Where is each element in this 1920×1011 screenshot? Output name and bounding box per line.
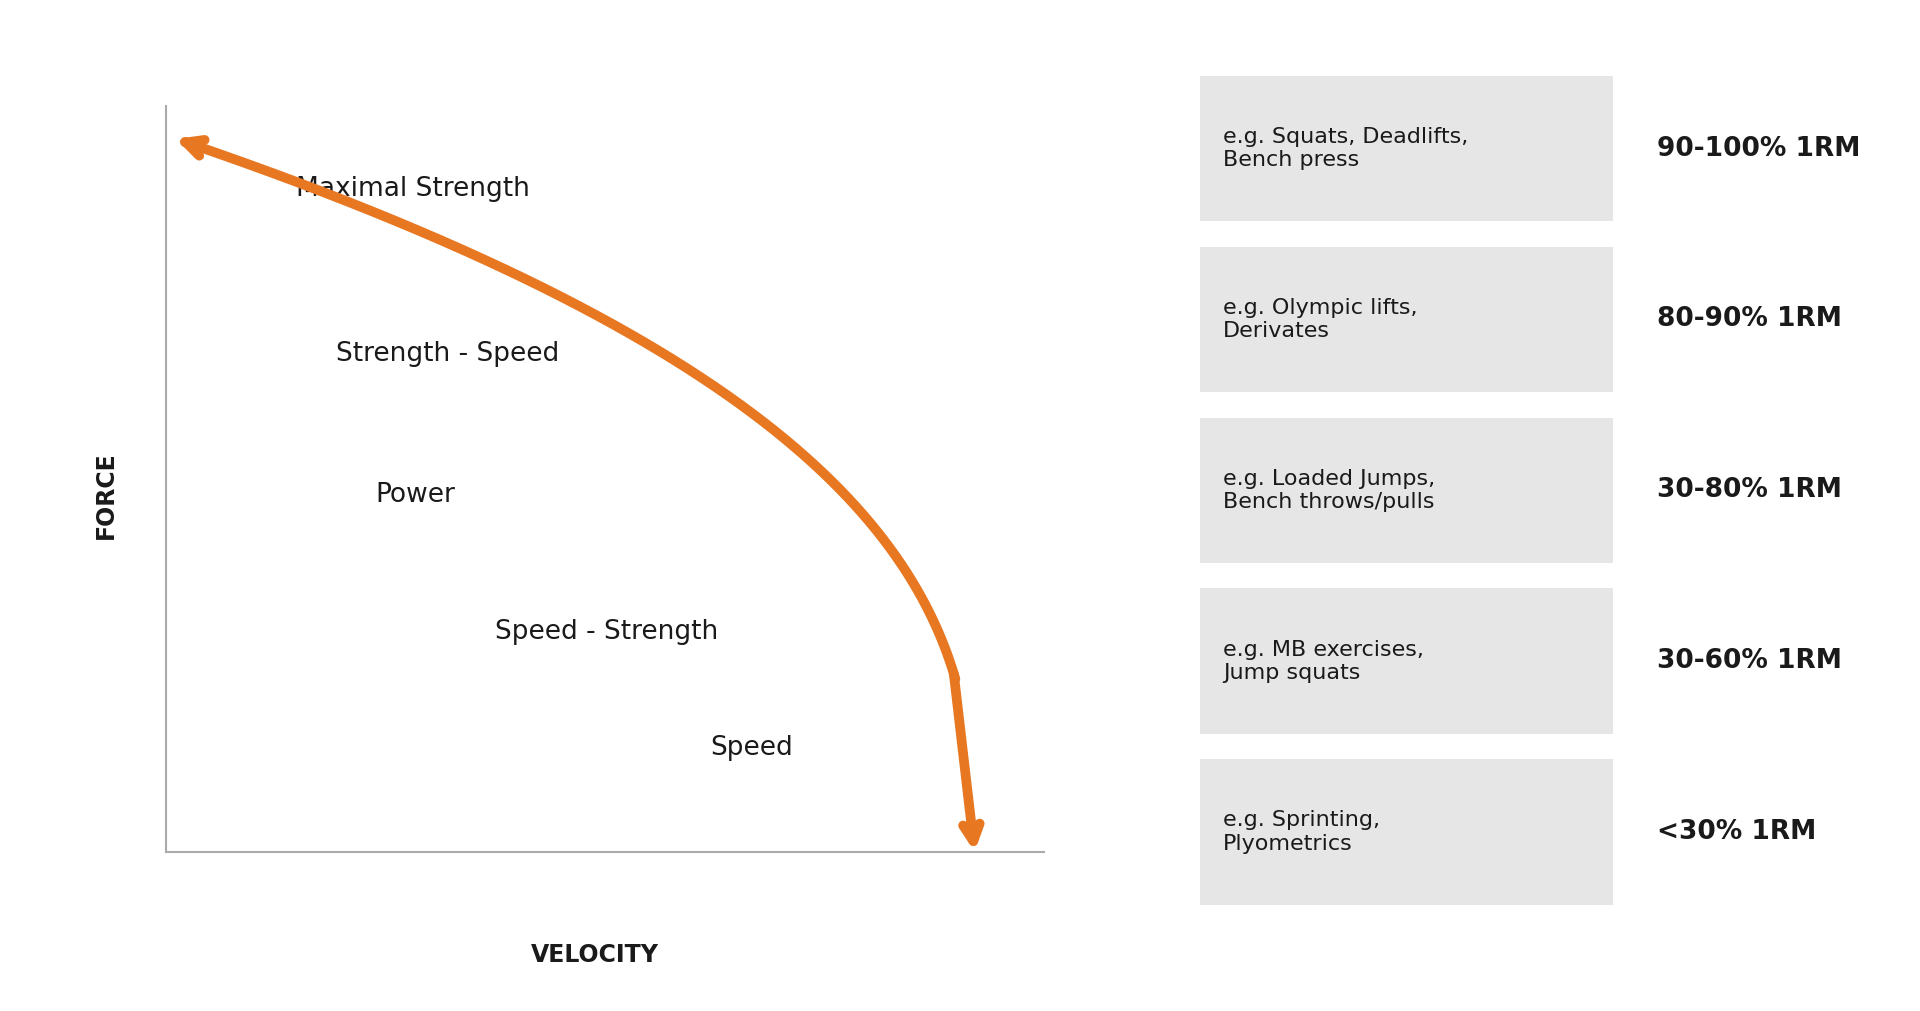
Text: e.g. Sprinting,
Plyometrics: e.g. Sprinting, Plyometrics xyxy=(1223,811,1380,853)
Text: Power: Power xyxy=(376,482,455,509)
Text: Speed: Speed xyxy=(710,735,793,761)
Text: 80-90% 1RM: 80-90% 1RM xyxy=(1657,306,1841,333)
Text: VELOCITY: VELOCITY xyxy=(532,943,659,968)
Text: 90-100% 1RM: 90-100% 1RM xyxy=(1657,135,1860,162)
Text: Maximal Strength: Maximal Strength xyxy=(296,176,530,201)
Text: Speed - Strength: Speed - Strength xyxy=(495,619,718,645)
Text: e.g. Loaded Jumps,
Bench throws/pulls: e.g. Loaded Jumps, Bench throws/pulls xyxy=(1223,469,1434,512)
Text: Strength - Speed: Strength - Speed xyxy=(336,342,559,367)
Text: 30-60% 1RM: 30-60% 1RM xyxy=(1657,648,1841,674)
Text: e.g. MB exercises,
Jump squats: e.g. MB exercises, Jump squats xyxy=(1223,640,1425,682)
Text: <30% 1RM: <30% 1RM xyxy=(1657,819,1816,845)
Text: e.g. Olympic lifts,
Derivates: e.g. Olympic lifts, Derivates xyxy=(1223,298,1417,341)
Text: FORCE: FORCE xyxy=(94,452,117,539)
Text: e.g. Squats, Deadlifts,
Bench press: e.g. Squats, Deadlifts, Bench press xyxy=(1223,127,1469,170)
Text: 30-80% 1RM: 30-80% 1RM xyxy=(1657,477,1841,503)
